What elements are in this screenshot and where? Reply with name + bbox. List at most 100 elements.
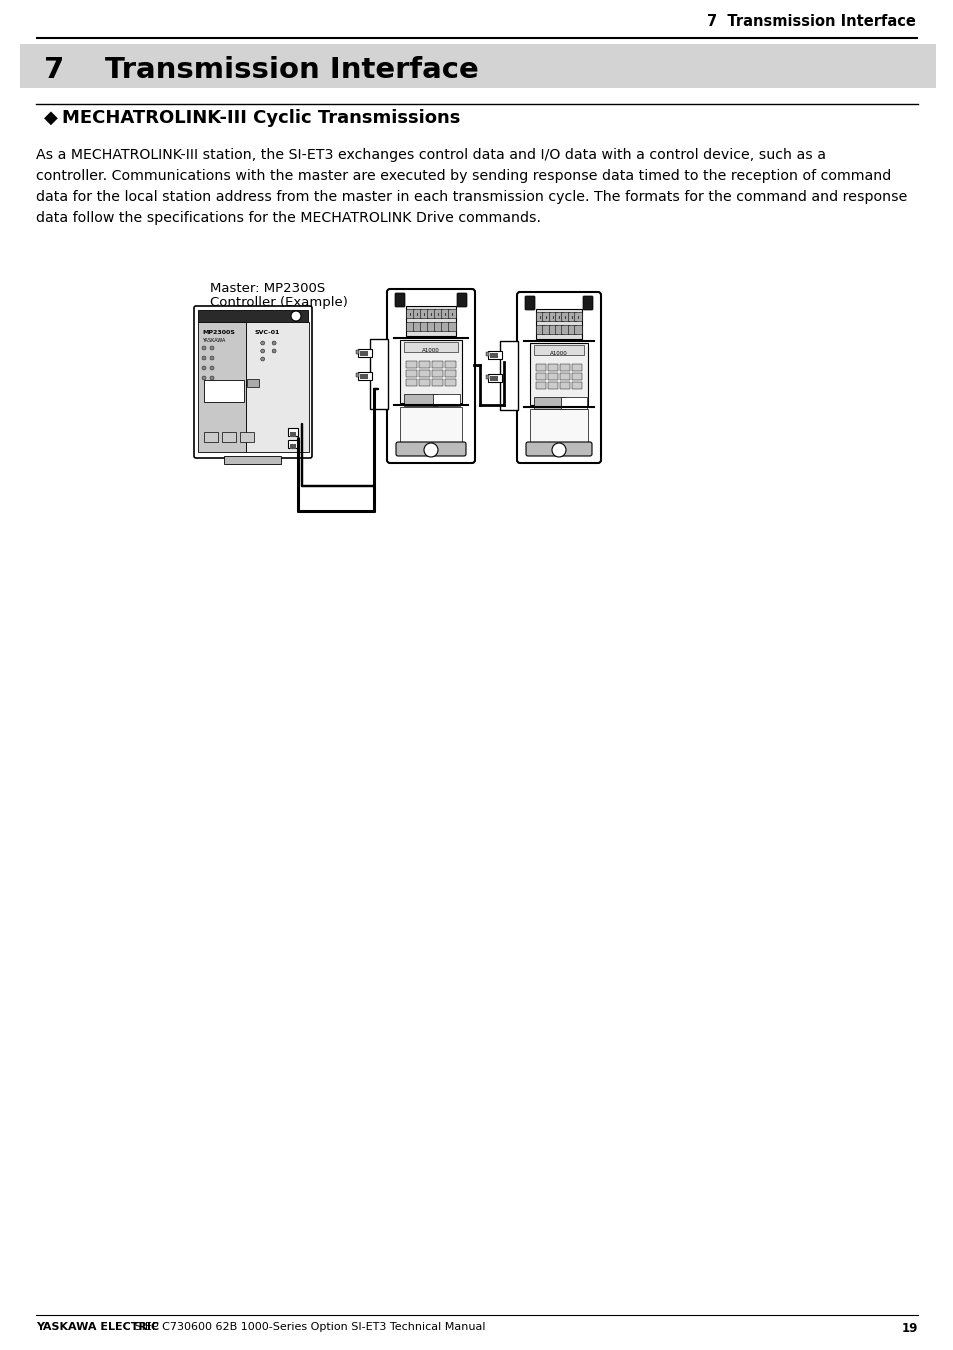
Bar <box>419 309 428 319</box>
Text: Master: MP2300S: Master: MP2300S <box>210 282 325 296</box>
Bar <box>399 340 461 404</box>
Bar <box>534 346 583 355</box>
Bar <box>406 309 414 319</box>
Text: As a MECHATROLINK-III station, the SI-ET3 exchanges control data and I/O data wi: As a MECHATROLINK-III station, the SI-ET… <box>36 148 825 162</box>
Text: MECHATROLINK-III Cyclic Transmissions: MECHATROLINK-III Cyclic Transmissions <box>62 109 460 127</box>
Bar <box>574 312 581 321</box>
Bar <box>499 342 517 410</box>
Circle shape <box>260 350 264 352</box>
Bar <box>419 323 428 331</box>
Bar <box>399 406 461 446</box>
FancyBboxPatch shape <box>456 293 467 306</box>
Bar <box>413 323 420 331</box>
Bar <box>359 374 368 379</box>
Bar <box>559 373 569 379</box>
FancyBboxPatch shape <box>517 292 600 463</box>
Bar <box>288 428 297 436</box>
FancyBboxPatch shape <box>387 289 475 463</box>
Bar <box>448 309 456 319</box>
Circle shape <box>210 356 213 360</box>
Bar <box>560 397 586 409</box>
Bar <box>406 370 416 377</box>
Bar <box>432 360 442 369</box>
Bar <box>357 350 372 356</box>
Bar <box>536 364 545 371</box>
Bar <box>224 456 281 464</box>
Bar <box>198 323 246 452</box>
Bar <box>403 394 436 406</box>
Bar <box>418 360 430 369</box>
Text: Transmission Interface: Transmission Interface <box>105 55 478 84</box>
Circle shape <box>202 356 206 360</box>
Bar <box>418 379 430 386</box>
Bar <box>530 409 587 446</box>
Bar <box>288 440 297 448</box>
Bar <box>433 394 459 406</box>
Bar <box>418 370 430 377</box>
Circle shape <box>202 346 206 350</box>
Bar <box>370 339 388 409</box>
Bar <box>403 342 457 352</box>
Bar <box>536 325 543 333</box>
FancyBboxPatch shape <box>395 441 465 456</box>
Bar <box>547 382 558 389</box>
Bar <box>555 312 562 321</box>
Text: 19: 19 <box>901 1322 917 1335</box>
Bar <box>567 325 575 333</box>
Bar <box>572 382 581 389</box>
Text: SIEP C730600 62B 1000-Series Option SI-ET3 Technical Manual: SIEP C730600 62B 1000-Series Option SI-E… <box>131 1322 485 1332</box>
Text: A1000: A1000 <box>550 351 567 356</box>
Bar <box>572 364 581 371</box>
Bar <box>485 375 489 379</box>
FancyBboxPatch shape <box>582 296 593 310</box>
Circle shape <box>210 346 213 350</box>
Circle shape <box>260 356 264 360</box>
Bar <box>567 312 575 321</box>
Bar <box>548 312 557 321</box>
Bar <box>198 310 308 323</box>
Text: Controller (Example): Controller (Example) <box>210 296 348 309</box>
Text: 7: 7 <box>44 55 64 84</box>
FancyBboxPatch shape <box>193 306 312 458</box>
Bar <box>246 323 308 452</box>
Bar <box>432 379 442 386</box>
Bar <box>222 432 235 441</box>
Circle shape <box>210 366 213 370</box>
FancyBboxPatch shape <box>525 441 592 456</box>
Bar <box>488 351 501 359</box>
Bar <box>536 312 543 321</box>
Bar <box>434 323 441 331</box>
Bar <box>541 325 550 333</box>
Bar <box>560 325 569 333</box>
Bar <box>432 370 442 377</box>
Bar <box>413 309 420 319</box>
Circle shape <box>272 342 275 346</box>
Bar <box>440 309 449 319</box>
Bar <box>490 352 497 358</box>
Bar <box>536 309 581 339</box>
Bar <box>434 309 441 319</box>
Bar <box>490 377 497 381</box>
Text: 7  Transmission Interface: 7 Transmission Interface <box>706 15 915 30</box>
Bar <box>530 343 587 405</box>
Bar <box>240 432 253 441</box>
Bar <box>574 325 581 333</box>
Bar <box>359 351 368 356</box>
Bar <box>444 360 456 369</box>
Bar <box>541 312 550 321</box>
Bar <box>536 382 545 389</box>
Circle shape <box>260 342 264 346</box>
Bar <box>406 360 416 369</box>
Text: data for the local station address from the master in each transmission cycle. T: data for the local station address from … <box>36 190 906 204</box>
Bar <box>572 373 581 379</box>
FancyBboxPatch shape <box>524 296 535 310</box>
Circle shape <box>272 350 275 352</box>
Bar <box>427 309 435 319</box>
Bar <box>548 325 557 333</box>
Text: YASKAWA ELECTRIC: YASKAWA ELECTRIC <box>36 1322 159 1332</box>
Bar <box>355 350 358 354</box>
Circle shape <box>202 366 206 370</box>
Bar <box>355 373 358 377</box>
Bar <box>559 364 569 371</box>
Bar <box>204 432 218 441</box>
